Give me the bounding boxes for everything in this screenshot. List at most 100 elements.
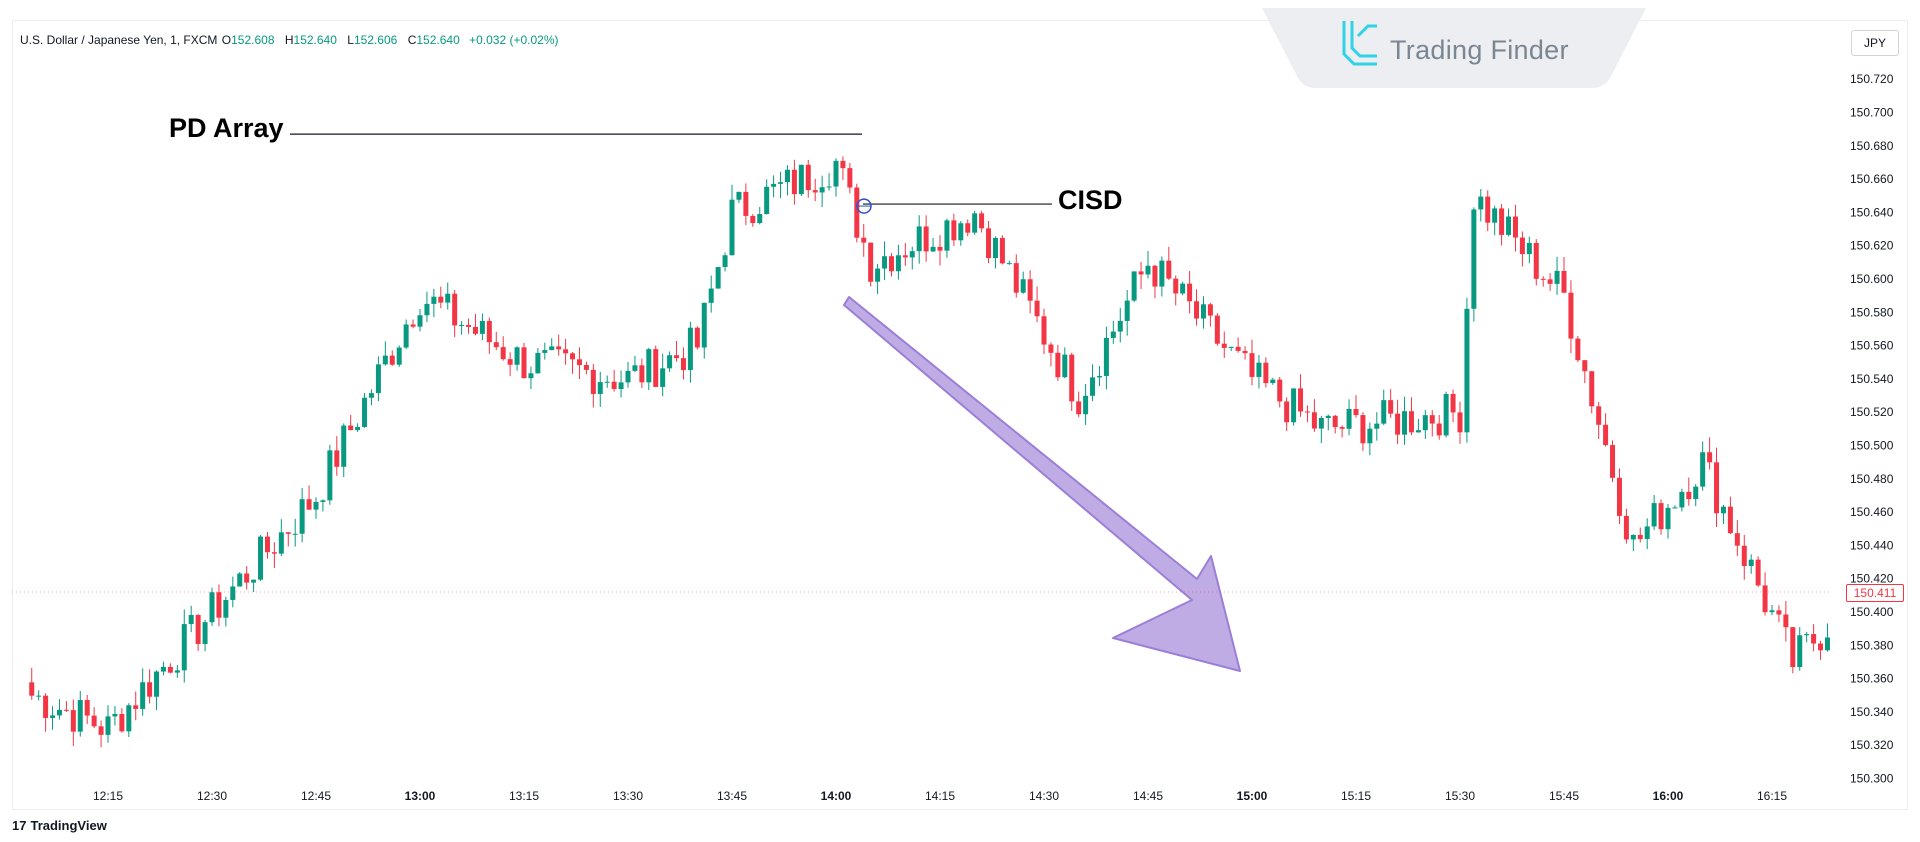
candle-body xyxy=(958,223,964,241)
candle-body xyxy=(722,255,728,268)
candle-body xyxy=(452,293,458,326)
candle-body xyxy=(1824,637,1830,651)
x-tick-label: 13:45 xyxy=(717,789,747,803)
candle-body xyxy=(493,342,499,348)
candle-body xyxy=(1124,300,1130,321)
y-tick-label: 150.320 xyxy=(1850,738,1894,752)
x-tick-label: 13:00 xyxy=(405,789,436,803)
low-label: L xyxy=(347,33,354,47)
candle-body xyxy=(909,251,915,258)
candle-body xyxy=(1818,643,1824,651)
candle-body xyxy=(1603,424,1609,446)
candle-body xyxy=(445,293,451,303)
candle-body xyxy=(1596,406,1602,425)
x-tick-label: 13:15 xyxy=(509,789,539,803)
y-tick-label: 150.300 xyxy=(1850,772,1894,786)
candle-body xyxy=(1048,344,1054,353)
candle-body xyxy=(258,536,264,580)
candle-body xyxy=(1228,346,1234,348)
candle-body xyxy=(1630,534,1636,540)
candle-body xyxy=(1679,491,1685,508)
candle-body xyxy=(1478,196,1484,210)
candle-body xyxy=(999,237,1005,264)
candle-body xyxy=(1173,278,1179,294)
candle-body xyxy=(1429,415,1435,424)
chart-frame xyxy=(12,20,1908,810)
candle-body xyxy=(611,381,617,390)
candle-body xyxy=(1811,634,1817,644)
candle-body xyxy=(209,592,215,623)
y-tick-label: 150.640 xyxy=(1850,205,1894,219)
candle-body xyxy=(368,393,374,398)
candle-body xyxy=(514,347,520,365)
candle-body xyxy=(1610,445,1616,478)
candle-body xyxy=(1457,412,1463,433)
candle-body xyxy=(84,700,90,716)
candle-body xyxy=(632,365,638,371)
candle-body xyxy=(472,326,478,334)
candle-body xyxy=(327,450,333,501)
candle-body xyxy=(625,370,631,383)
candle-body xyxy=(126,705,132,732)
candle-body xyxy=(1249,353,1255,377)
candle-body xyxy=(847,168,853,188)
x-tick-label: 15:30 xyxy=(1445,789,1475,803)
candle-body xyxy=(972,213,978,233)
symbol-header: U.S. Dollar / Japanese Yen, 1, FXCM O152… xyxy=(20,33,565,47)
candle-body xyxy=(771,183,777,187)
candle-body xyxy=(778,182,784,184)
candle-body xyxy=(230,586,236,600)
y-tick-label: 150.400 xyxy=(1850,605,1894,619)
candle-body xyxy=(729,199,735,256)
candle-body xyxy=(1131,271,1137,301)
candle-body xyxy=(882,256,888,269)
x-tick-label: 14:30 xyxy=(1029,789,1059,803)
candle-body xyxy=(1415,430,1421,433)
candle-body xyxy=(805,164,811,191)
candle-body xyxy=(188,614,194,625)
candle-body xyxy=(660,368,666,387)
candle-body xyxy=(618,382,624,390)
candle-body xyxy=(1561,270,1567,293)
candle-body xyxy=(313,501,319,510)
candle-body xyxy=(382,355,388,365)
candle-body xyxy=(1651,503,1657,527)
candle-body xyxy=(875,268,881,282)
candle-body xyxy=(56,709,62,716)
candle-body xyxy=(195,614,201,644)
candle-body xyxy=(1374,423,1380,429)
candle-body xyxy=(1499,208,1505,235)
candle-body xyxy=(868,242,874,282)
candle-body xyxy=(278,532,284,554)
candle-body xyxy=(77,700,83,732)
candle-body xyxy=(646,349,652,383)
candle-body xyxy=(1388,400,1394,414)
candle-body xyxy=(708,288,714,303)
candle-body xyxy=(466,324,472,327)
watermark-background xyxy=(1262,8,1646,88)
candle-body xyxy=(694,327,700,348)
candle-body xyxy=(1214,315,1220,344)
y-tick-label: 150.500 xyxy=(1850,439,1894,453)
candle-body xyxy=(112,713,118,717)
candle-body xyxy=(1644,526,1650,539)
candle-body xyxy=(1263,362,1269,384)
x-tick-label: 15:45 xyxy=(1549,789,1579,803)
candle-body xyxy=(736,191,742,200)
candle-body xyxy=(375,364,381,394)
candle-body xyxy=(1207,304,1213,316)
candle-body xyxy=(1284,401,1290,423)
open-value: 152.608 xyxy=(231,33,275,47)
candle-body xyxy=(167,666,173,673)
candle-body xyxy=(1707,452,1713,463)
candle-body xyxy=(36,695,42,697)
candle-body xyxy=(1339,427,1345,429)
y-tick-label: 150.360 xyxy=(1850,672,1894,686)
currency-button[interactable]: JPY xyxy=(1851,30,1899,56)
y-tick-label: 150.480 xyxy=(1850,472,1894,486)
candle-body xyxy=(590,369,596,394)
candle-body xyxy=(389,355,395,365)
candle-body xyxy=(1693,486,1699,500)
candle-body xyxy=(1020,279,1026,293)
